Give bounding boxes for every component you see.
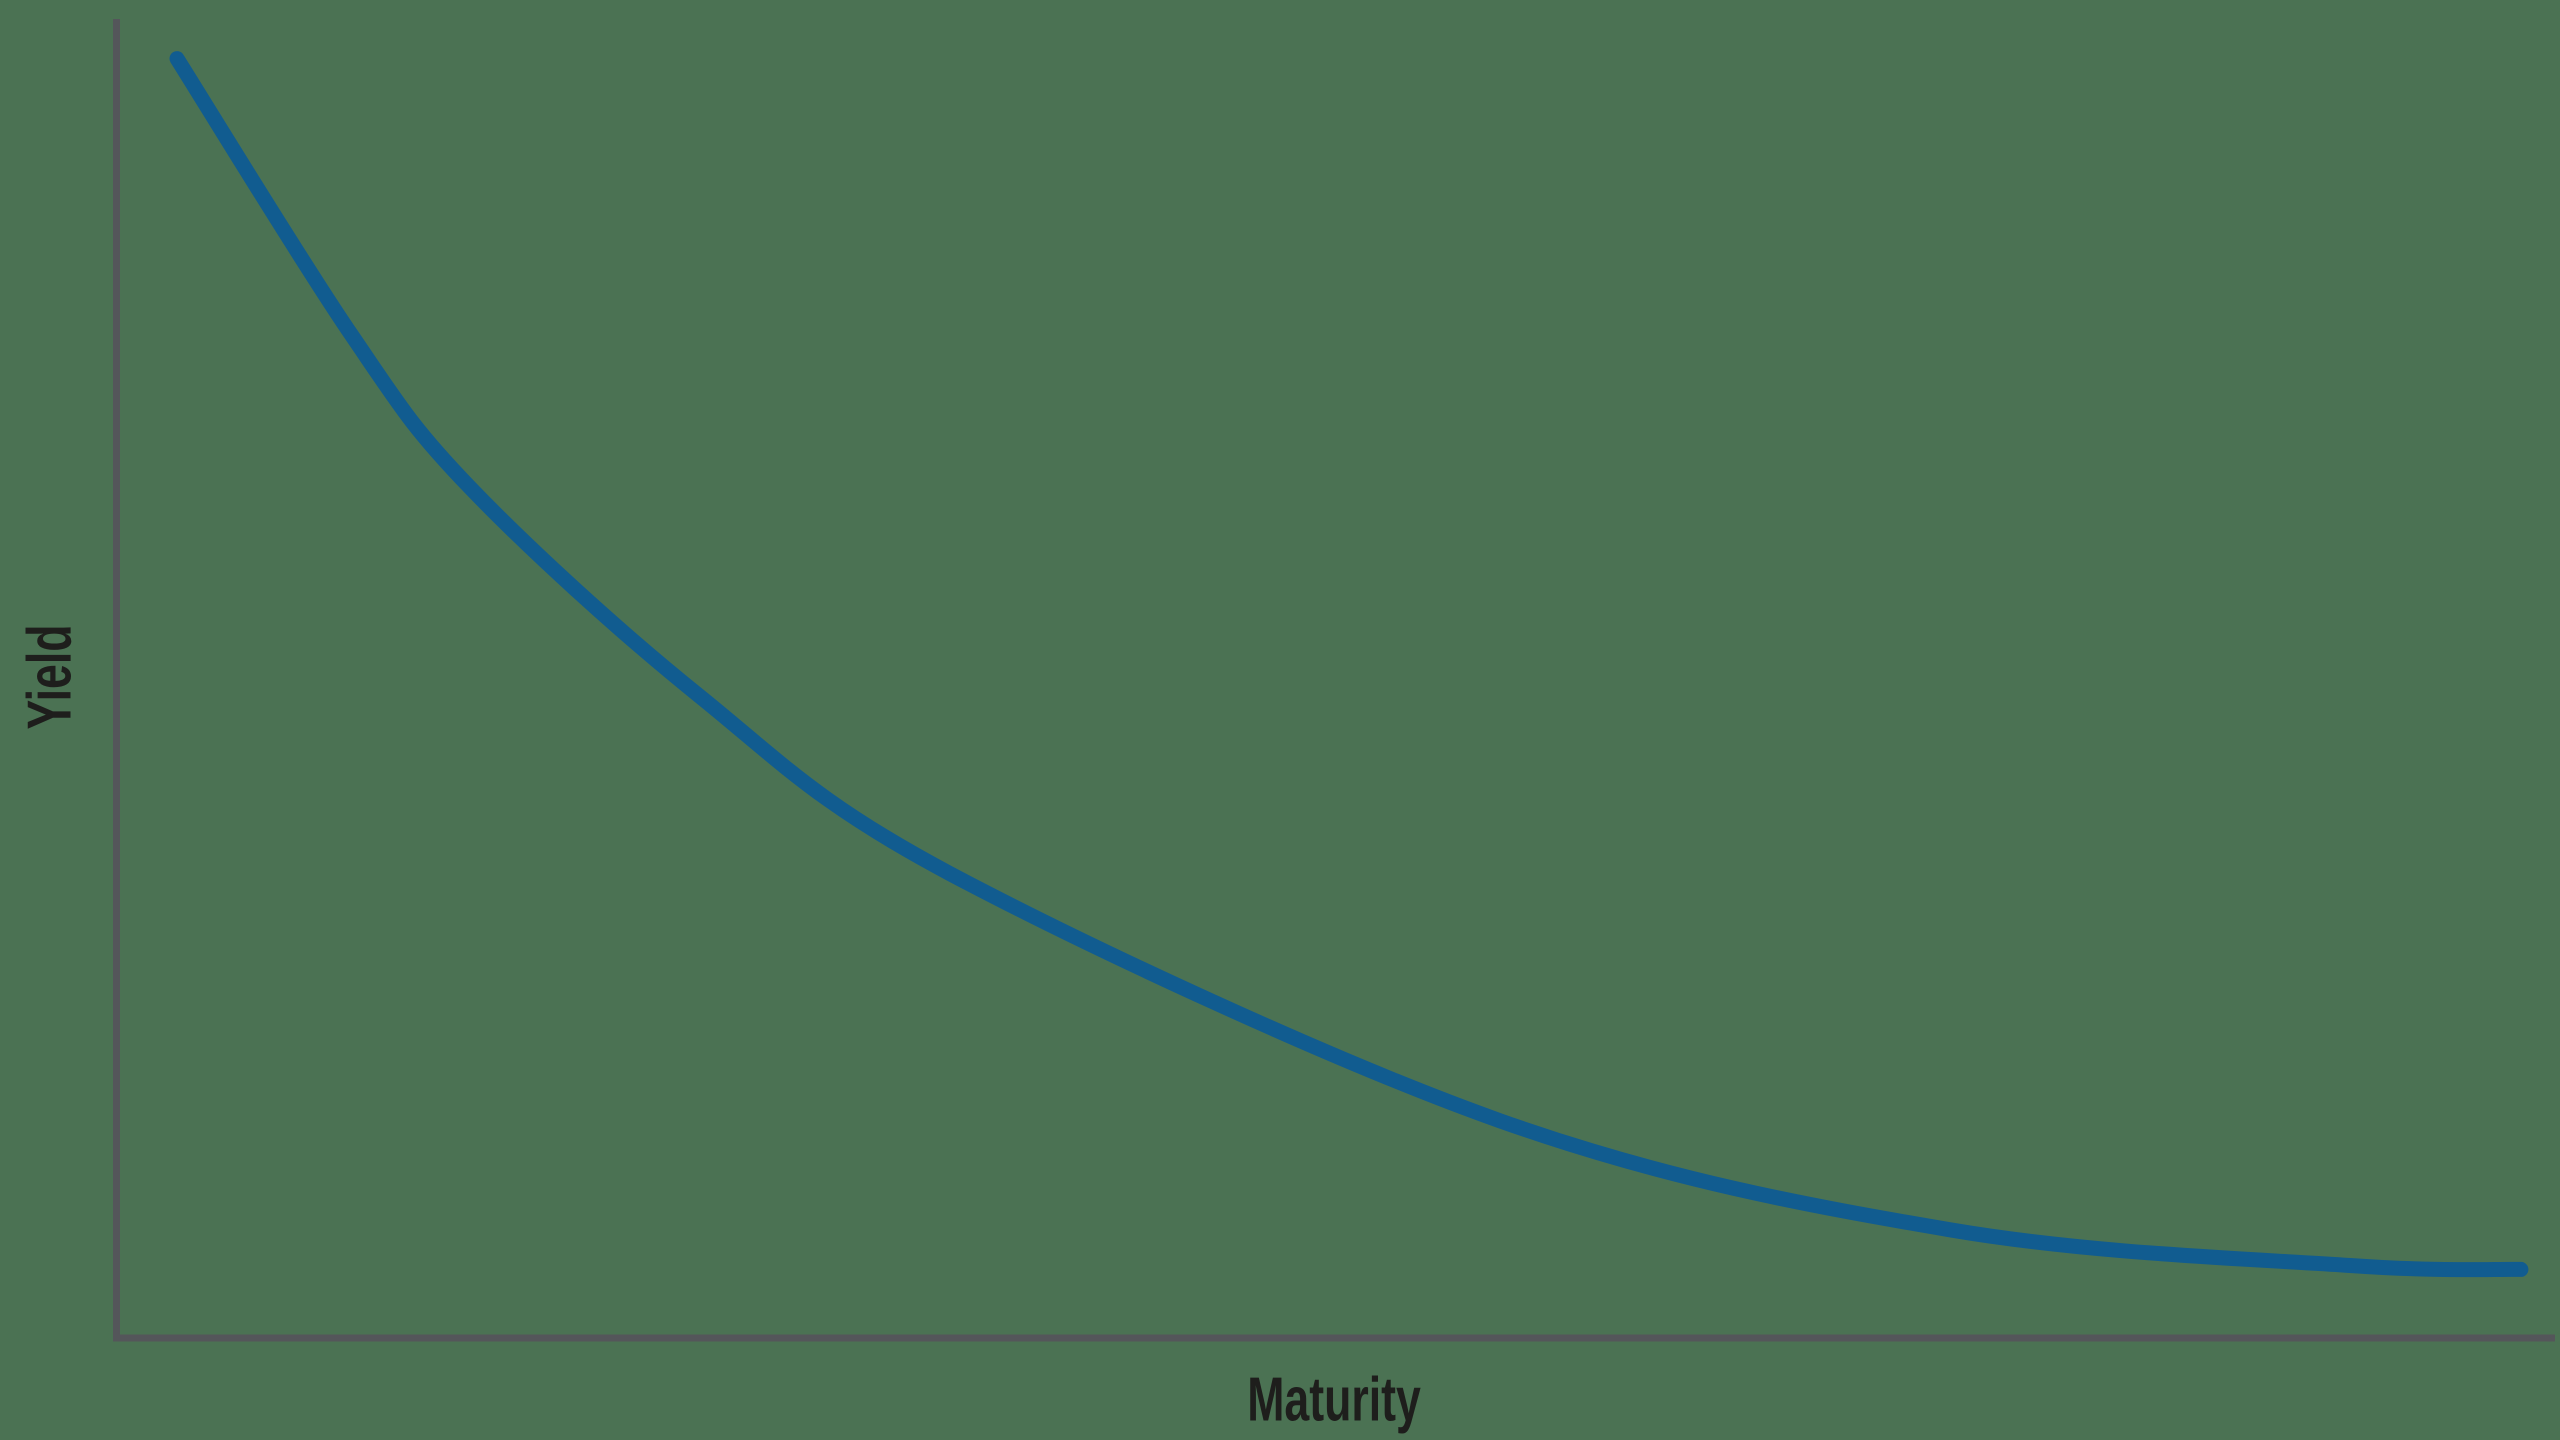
yield-curve-line (169, 51, 2529, 1278)
y-axis-label: Yield (15, 624, 85, 730)
x-axis-label: Maturity (1247, 1365, 1421, 1435)
